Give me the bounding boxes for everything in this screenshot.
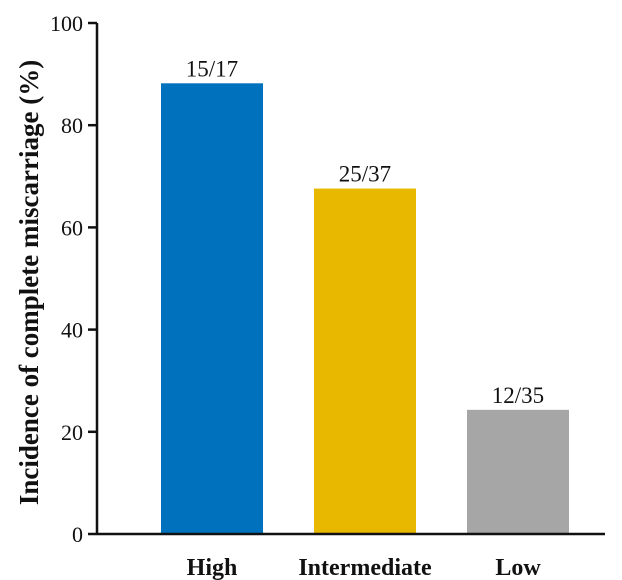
category-label-high: High [187, 555, 238, 580]
y-tick-label: 0 [72, 522, 83, 547]
bar-high [161, 83, 263, 534]
x-axis-category-labels: High Intermediate Low [187, 555, 542, 580]
bar-intermediate [314, 188, 416, 534]
y-tick-label: 60 [61, 215, 83, 240]
y-tick-label: 80 [61, 113, 83, 138]
category-label-low: Low [495, 555, 541, 580]
y-tick-label: 40 [61, 318, 83, 343]
category-label-intermediate: Intermediate [298, 555, 432, 580]
bar-low [467, 409, 569, 534]
data-label-high: 15/17 [186, 56, 238, 81]
y-axis-title: Incidence of complete miscarriage (%) [14, 60, 44, 505]
data-label-low: 12/35 [492, 383, 544, 408]
y-tick-label: 20 [61, 420, 83, 445]
data-label-intermediate: 25/37 [339, 162, 391, 187]
y-axis-ticks: 0 20 40 60 80 100 [50, 11, 97, 547]
bars [161, 83, 569, 534]
data-labels: 15/17 25/37 12/35 [186, 56, 544, 408]
y-tick-label: 100 [50, 11, 83, 36]
